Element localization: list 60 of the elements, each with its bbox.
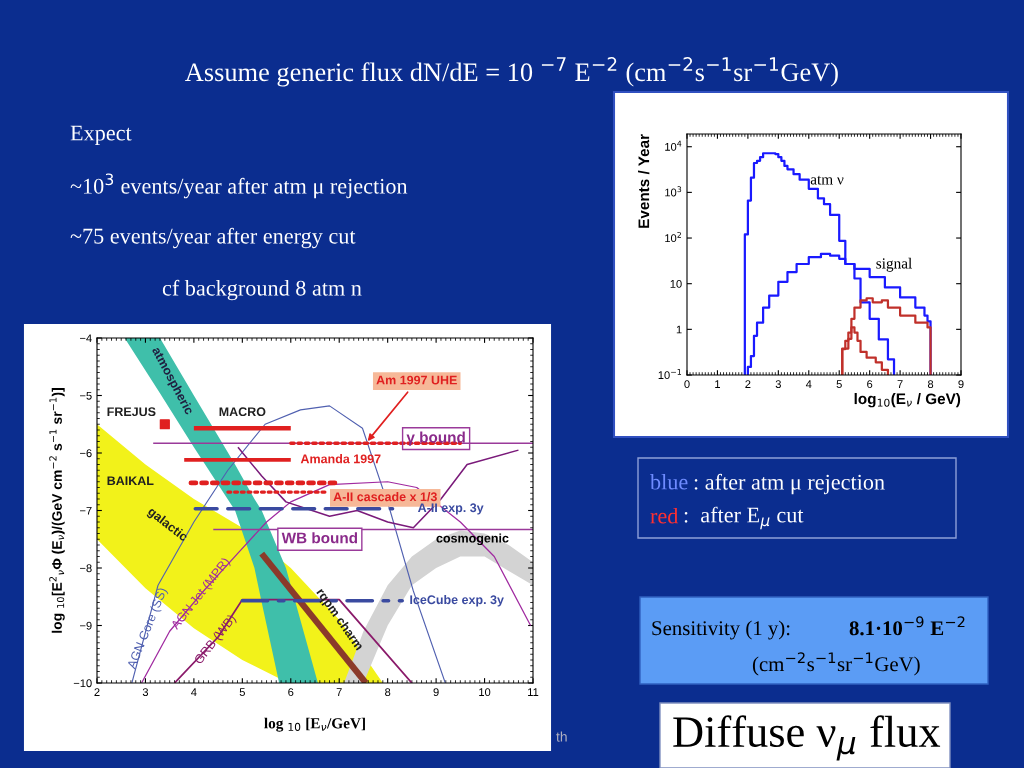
y-tick-label: −7 [80, 506, 92, 515]
annotation: A-II cascade x 1/3 [333, 492, 437, 502]
y-tick-label: −9 [80, 621, 92, 630]
x-tick-label: 2 [745, 380, 751, 388]
chart-title: Assume generic flux dN/dE = 10 $^{−7}$ E$^{−2}$ (cm$^{−2}$s$^{−1}$sr$^{−1}$GeV) [185, 57, 838, 87]
annotation: Amanda 1997 [300, 454, 381, 464]
annotation: signal [876, 257, 912, 272]
x-tick-label: 9 [433, 688, 439, 697]
annotation: MACRO [219, 407, 266, 417]
x-tick-label: 5 [239, 688, 245, 697]
text: Sensitivity (1 y): [652, 620, 790, 640]
text: th [556, 731, 567, 742]
x-tick-label: 7 [336, 688, 342, 696]
y-tick-label: −5 [80, 391, 92, 400]
annotation: atm ν [810, 175, 844, 185]
x-tick-label: 5 [836, 380, 842, 389]
y-tick-label: 10$^{2}$ [665, 231, 681, 243]
x-tick-label: 3 [142, 688, 149, 697]
text: blue [650, 473, 688, 490]
x-tick-label: 0 [684, 380, 690, 389]
y-tick-label: 10$^{−1}$ [658, 369, 682, 380]
annotation: Am 1997 UHE [376, 375, 457, 385]
x-tick-label: 9 [958, 380, 964, 389]
x-axis-title: log $_{10}$ [E$_{ν}$/GeV] [264, 717, 365, 732]
y-tick-label: 10$^{3}$ [665, 186, 682, 197]
x-axis-title: log$_{10}$(E$_{ν}$ / GeV) [854, 393, 961, 408]
y-tick-label: −8 [80, 564, 92, 573]
y-tick-label: −6 [80, 449, 92, 458]
x-tick-label: 2 [94, 688, 100, 696]
annotation: WB bound [281, 532, 358, 544]
annotation: AGN Core (SS) [126, 586, 170, 671]
text: red [650, 507, 679, 524]
x-tick-label: 8 [927, 380, 934, 389]
x-tick-label: 8 [385, 688, 391, 697]
text: : after E$_{μ}$ cut [684, 506, 804, 530]
x-tick-label: 6 [867, 380, 873, 389]
text: Expect [70, 125, 132, 146]
text: ~10$^{3}$ events/year after atm μ rejection [70, 173, 408, 199]
text: Diffuse ν$_{μ}$ flux [673, 715, 941, 761]
x-tick-label: 10 [479, 688, 491, 697]
x-tick-label: 1 [715, 380, 720, 388]
text: log $_{10}$[E$^{2}$$_{ν}$Φ (E$_{ν}$)/(GeV cm$^{−2}$ s$^{−1}$ sr$^{−1}$)] [49, 388, 65, 633]
x-tick-label: 7 [897, 380, 903, 388]
x-tick-label: 6 [288, 688, 294, 697]
text: ~75 events/year after energy cut [70, 227, 356, 249]
text: cf background 8 atm n [162, 279, 362, 301]
y-tick-label: −4 [80, 334, 92, 343]
y-tick-label: 1 [676, 325, 682, 334]
annotation: BAIKAL [107, 476, 154, 485]
text: : after atm μ rejection [694, 473, 885, 495]
y-tick-label: 10 [670, 279, 682, 288]
x-tick-label: 4 [191, 688, 197, 696]
x-tick-label: 11 [528, 688, 539, 696]
text: 8.1·10$^{−9}$ E$^{−2}$ [849, 616, 965, 636]
x-tick-label: 4 [805, 380, 812, 388]
y-tick-label: 10$^{4}$ [665, 140, 682, 151]
y-axis-title: Events / Year [638, 134, 650, 228]
y-tick-label: −10 [73, 679, 92, 688]
x-tick-label: 3 [775, 380, 781, 389]
text: (cm$^{−2}$s$^{−1}$sr$^{−1}$GeV) [752, 652, 920, 676]
